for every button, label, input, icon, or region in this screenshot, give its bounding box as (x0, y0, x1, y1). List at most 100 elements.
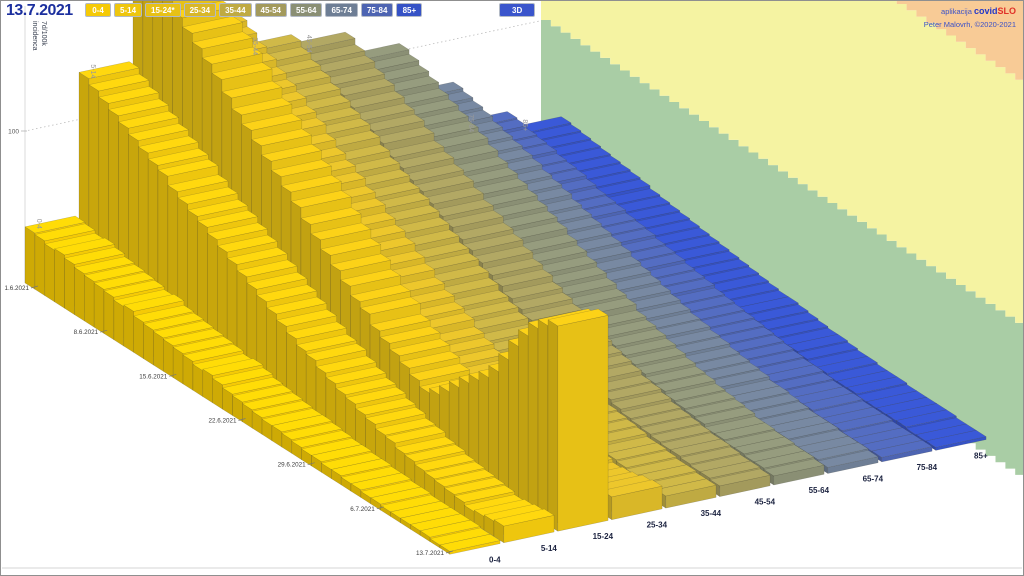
bar-face (399, 350, 461, 369)
age-group-legend: 0-4 5-14 15-24* 25-34 35-44 45-54 55-64 65-74 75… (85, 3, 423, 18)
legend-button-15-24[interactable]: 15-24* (145, 3, 181, 18)
bar-face (384, 425, 446, 444)
bar-face (333, 78, 396, 96)
bar-face (521, 303, 583, 321)
bar-face (733, 436, 795, 455)
bar-face (620, 401, 682, 419)
date-tick (169, 374, 177, 377)
bar-face (271, 414, 333, 433)
bar-face (127, 123, 190, 141)
bar-face (54, 237, 116, 256)
bar-face (871, 440, 933, 458)
bar-face (501, 281, 564, 299)
bar-face (305, 343, 367, 361)
legend-button-65-74[interactable]: 65-74 (325, 3, 358, 18)
bar-face (182, 344, 244, 362)
bar-face (251, 128, 313, 147)
bar-face (413, 174, 475, 193)
age-axis-label-35-44: 35-44 (701, 509, 722, 518)
bar-face (748, 401, 810, 419)
age-axis-label-15-24: 15-24 (593, 532, 614, 541)
bar-face (796, 341, 859, 360)
bar-face (54, 248, 65, 309)
bar-face (304, 44, 366, 62)
bar-face (103, 290, 115, 341)
legend-button-5-14[interactable]: 5-14 (114, 3, 143, 18)
age-axis-label-0-4: 0-4 (489, 555, 501, 564)
legend-button-55-64[interactable]: 55-64 (290, 3, 323, 18)
bar-face (157, 158, 219, 177)
bar-face (547, 308, 609, 327)
bar-face (640, 416, 702, 435)
date-tick (376, 506, 384, 510)
date-tick-label: 29.6.2021 (278, 462, 307, 469)
bar-face (807, 442, 869, 460)
bar-face (162, 328, 224, 346)
bar-face (355, 397, 417, 416)
bar-face (78, 61, 140, 79)
bar-face (191, 31, 253, 49)
legend-button-45-54[interactable]: 45-54 (254, 3, 287, 18)
bar-face (143, 323, 154, 366)
bar-face (610, 391, 672, 410)
bar-face (281, 422, 343, 440)
bar-face (335, 377, 397, 395)
bar-face (167, 174, 229, 192)
legend-button-0-4[interactable]: 0-4 (85, 3, 111, 18)
back-age-label-35-44: 35-44 (251, 37, 258, 55)
bar-face (44, 243, 55, 303)
bar-face (241, 113, 303, 131)
bar-face (172, 336, 234, 354)
bar-face (270, 159, 332, 177)
bar-face (379, 326, 441, 344)
bar-face (753, 450, 815, 469)
bar-face (669, 438, 732, 457)
age-axis-label-45-54: 45-54 (755, 498, 776, 507)
bar-face (605, 328, 667, 347)
date-tick-label: 1.6.2021 (4, 285, 29, 292)
bar-face (557, 315, 609, 532)
bar-face (925, 430, 987, 448)
bar-face (555, 277, 618, 296)
legend-button-35-44[interactable]: 35-44 (219, 3, 252, 18)
bar-face (787, 334, 849, 352)
bar-face (373, 126, 435, 144)
bar-face (310, 444, 373, 462)
bar-face (63, 247, 126, 265)
bar-face (88, 73, 150, 92)
bar-face (537, 319, 549, 526)
legend-button-85+[interactable]: 85+ (396, 3, 423, 18)
age-axis-label-55-64: 55-64 (809, 486, 830, 495)
bar-face (241, 392, 304, 411)
author-line: Peter Malovrh, ©2020-2021 (923, 19, 1016, 29)
bar-face (221, 80, 283, 99)
app-name-accent: SLO (997, 6, 1016, 16)
legend-button-75-84[interactable]: 75-84 (360, 3, 394, 18)
date-tick-label: 8.6.2021 (74, 329, 99, 336)
bar-face (290, 190, 352, 208)
ribbon-0-4 (24, 215, 501, 555)
bar-face (201, 46, 263, 65)
3d-toggle-button[interactable]: 3D (499, 3, 536, 18)
bar-face (493, 508, 555, 527)
bar-face (345, 386, 407, 405)
bar-face (462, 233, 524, 251)
bar-face (181, 15, 244, 34)
bar-face (103, 279, 165, 298)
date-tick (445, 550, 454, 554)
bar-face (117, 110, 180, 129)
bar-face (324, 67, 386, 86)
bar-face (414, 453, 476, 472)
date-tick (307, 462, 315, 466)
bar-face (615, 450, 678, 468)
bar-face (212, 367, 274, 386)
back-age-label-85+: 85+ (521, 119, 528, 131)
bar-face (285, 321, 348, 340)
bar-face (330, 253, 392, 272)
bar-face (508, 339, 519, 507)
legend-button-25-34[interactable]: 25-34 (183, 3, 217, 18)
bar-face (528, 321, 539, 519)
bar-face (187, 199, 249, 217)
bar-face (383, 140, 445, 158)
bar-face (73, 256, 136, 274)
